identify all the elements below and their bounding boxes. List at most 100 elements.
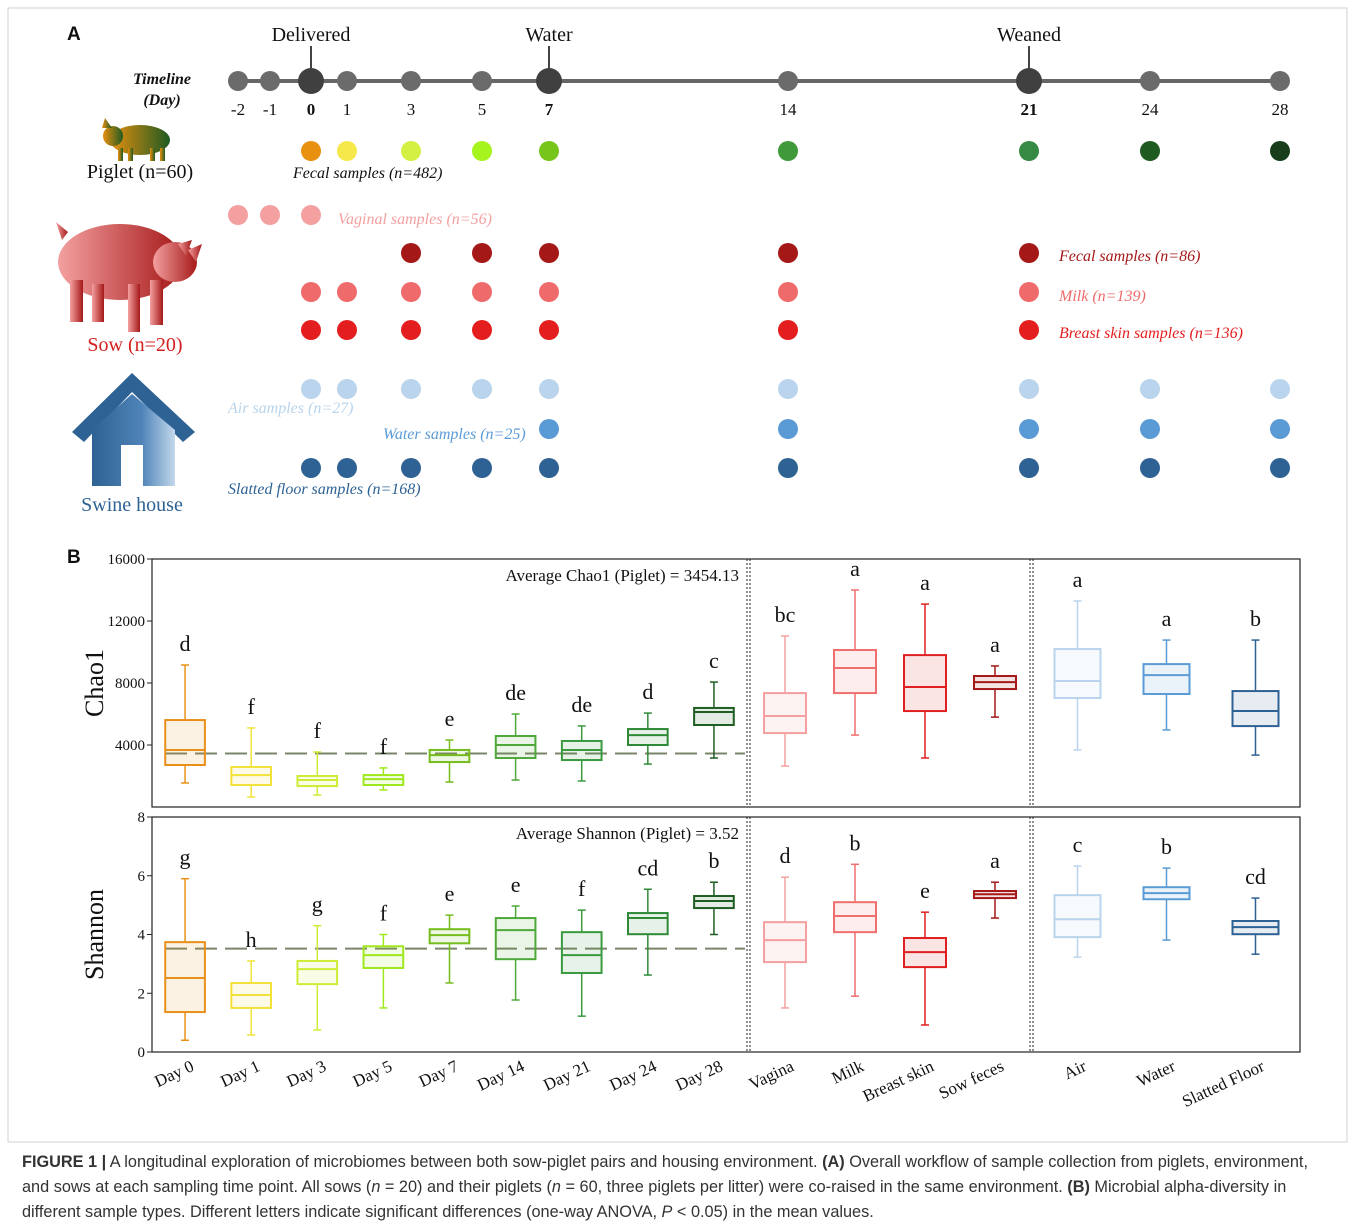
box: [628, 913, 668, 934]
sample-dot: [301, 205, 321, 225]
significance-letter: g: [180, 845, 191, 870]
x-tick-label: Day 28: [673, 1056, 726, 1094]
timeline-label: Timeline: [133, 71, 191, 88]
sample-dot: [301, 320, 321, 340]
sample-dot: [337, 141, 357, 161]
significance-letter: f: [578, 876, 586, 901]
sample-dot: [472, 243, 492, 263]
sample-dot: [472, 320, 492, 340]
x-tick-label: Milk: [829, 1056, 867, 1087]
sample-label: Water samples (n=25): [383, 426, 526, 443]
significance-letter: e: [445, 881, 455, 906]
sample-dot: [539, 379, 559, 399]
y-tick-label: 8: [138, 810, 146, 826]
sample-dot: [1140, 419, 1160, 439]
sample-dot: [472, 379, 492, 399]
sample-label: Fecal samples (n=482): [292, 165, 442, 182]
sample-dot: [337, 282, 357, 302]
panel-letter: A: [67, 24, 81, 45]
sample-dot: [1019, 243, 1039, 263]
significance-letter: b: [850, 830, 861, 855]
sample-dot: [337, 458, 357, 478]
timeline-point: [1270, 71, 1290, 91]
timeline-point: [298, 68, 324, 94]
box: [297, 961, 337, 984]
sample-dot: [301, 458, 321, 478]
sample-dot: [1140, 379, 1160, 399]
caption-text: < 0.05) in the mean values.: [672, 1203, 873, 1221]
significance-letter: b: [708, 848, 719, 873]
sample-label: Breast skin samples (n=136): [1059, 325, 1243, 342]
significance-letter: bc: [775, 602, 796, 627]
day-label: 5: [478, 100, 487, 119]
sow-icon: [56, 222, 202, 332]
significance-letter: d: [780, 843, 791, 868]
x-tick-label: Day 21: [540, 1056, 593, 1094]
y-tick-label: 8000: [115, 676, 145, 692]
y-axis-label: Shannon: [80, 889, 109, 980]
significance-letter: a: [1162, 606, 1172, 631]
sample-dot: [778, 320, 798, 340]
y-tick-label: 12000: [108, 614, 146, 630]
annotation: Average Shannon (Piglet) = 3.52: [516, 824, 739, 843]
sample-dot: [301, 141, 321, 161]
significance-letter: e: [445, 706, 455, 731]
group-label: Sow (n=20): [87, 334, 182, 356]
significance-letter: f: [314, 718, 322, 743]
sample-dot: [1270, 458, 1290, 478]
significance-letter: c: [1073, 832, 1083, 857]
sample-dot: [301, 282, 321, 302]
x-tick-label: Air: [1061, 1056, 1090, 1083]
significance-letter: e: [920, 878, 930, 903]
box: [1144, 664, 1190, 694]
sample-dot: [401, 282, 421, 302]
y-axis-label: Chao1: [80, 649, 109, 717]
x-tick-label: Day 7: [416, 1056, 462, 1091]
day-label: 7: [545, 100, 554, 119]
significance-letter: g: [312, 892, 323, 917]
sample-dot: [778, 243, 798, 263]
sample-dot: [401, 243, 421, 263]
sample-dot: [1270, 419, 1290, 439]
day-label: -1: [263, 100, 277, 119]
event-label: Weaned: [997, 24, 1061, 46]
x-tick-label: Sow feces: [936, 1056, 1007, 1103]
significance-letter: de: [571, 692, 592, 717]
sample-dot: [472, 141, 492, 161]
day-label: 21: [1021, 100, 1038, 119]
y-tick-label: 2: [138, 986, 146, 1002]
box: [364, 946, 404, 968]
caption-text: A longitudinal exploration of microbiome…: [106, 1153, 822, 1171]
significance-letter: d: [642, 679, 653, 704]
sample-dot: [1270, 379, 1290, 399]
day-label: 28: [1272, 100, 1289, 119]
timeline-point: [337, 71, 357, 91]
box: [1055, 895, 1101, 937]
box: [834, 902, 876, 932]
y-tick-label: 4000: [115, 738, 145, 754]
box: [764, 693, 806, 733]
caption: FIGURE 1 | A longitudinal exploration of…: [22, 1150, 1334, 1225]
sample-label: Air samples (n=27): [227, 400, 353, 417]
box: [297, 776, 337, 786]
sample-dot: [1019, 419, 1039, 439]
significance-letter: f: [380, 901, 388, 926]
sample-dot: [539, 282, 559, 302]
significance-letter: f: [248, 694, 256, 719]
timeline-point: [778, 71, 798, 91]
sample-dot: [1019, 379, 1039, 399]
sample-dot: [401, 320, 421, 340]
sample-dot: [778, 458, 798, 478]
significance-letter: a: [920, 570, 930, 595]
significance-letter: e: [511, 872, 521, 897]
significance-letter: cd: [637, 855, 658, 880]
sample-dot: [260, 205, 280, 225]
sample-dot: [778, 419, 798, 439]
significance-letter: de: [505, 680, 526, 705]
timeline-point: [1016, 68, 1042, 94]
plot-frame: [152, 559, 1300, 807]
box: [694, 896, 734, 908]
sample-dot: [539, 320, 559, 340]
sample-dot: [472, 458, 492, 478]
